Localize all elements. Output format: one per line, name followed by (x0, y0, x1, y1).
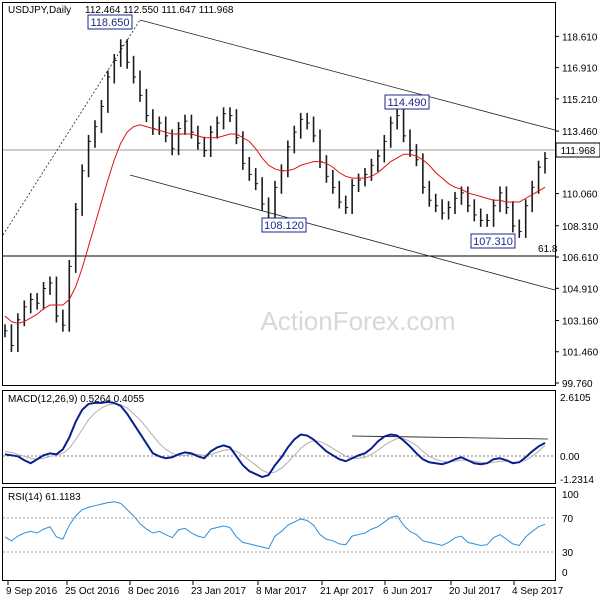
x-axis-tick-label: 23 Jan 2017 (191, 586, 246, 597)
annotation-114-490-label: 114.490 (388, 97, 427, 109)
rsi-panel-frame (2, 487, 556, 581)
macd-line (4, 400, 546, 479)
annotation-108-120-label: 108.120 (264, 220, 304, 232)
price-axis-tick-label: 116.910 (562, 64, 598, 75)
macd-tick-zero: 0.00 (560, 452, 580, 463)
price-axis-tick-label: 108.310 (562, 222, 599, 233)
price-axis-tick-label: 118.610 (562, 32, 598, 43)
price-axis-tick-label: 113.460 (562, 127, 598, 138)
rsi-line (4, 501, 546, 550)
x-axis-tick-label: 4 Sep 2017 (512, 586, 564, 597)
rsi-tick-0: 0 (562, 568, 568, 579)
x-axis-tick-label: 9 Sep 2016 (6, 586, 58, 597)
price-axis-tick-label: 99.760 (562, 379, 593, 390)
x-axis-tick-label: 8 Mar 2017 (256, 586, 307, 597)
price-header-symbol: USDJPY,Daily (8, 5, 71, 16)
annotation-118-650-label: 118.650 (91, 17, 130, 29)
price-axis-tick-label: 110.060 (562, 190, 598, 201)
macd-tick-top: 2.6105 (560, 393, 591, 404)
price-axis-tick-label: 101.460 (562, 348, 599, 359)
price-header-ohlc: 112.464 112.550 111.647 111.968 (85, 5, 234, 16)
price-axis-tick-label: 106.610 (562, 253, 599, 264)
price-panel-frame (2, 2, 556, 386)
rsi-tick-70: 70 (562, 514, 574, 525)
macd-header: MACD(12,26,9) 0.5264 0.4055 (8, 394, 145, 405)
x-axis: 9 Sep 2016 25 Oct 2016 8 Dec 2016 23 Jan 20… (6, 581, 564, 597)
x-axis-tick-label: 8 Dec 2016 (128, 586, 180, 597)
rsi-header: RSI(14) 61.1183 (8, 492, 81, 503)
macd-tick-bottom: -1.2314 (560, 475, 594, 486)
channel-lower-line (129, 174, 556, 291)
price-axis-tick-label: 115.210 (562, 95, 598, 106)
current-price-badge (555, 142, 600, 158)
annotation-108-120: 108.120 (261, 217, 307, 233)
macd-panel-frame (2, 390, 556, 484)
macd-signal-line (4, 403, 546, 474)
x-axis-tick-label: 20 Jul 2017 (449, 586, 501, 597)
price-axis-tick-label: 103.160 (562, 316, 599, 327)
trend-dotted-line (2, 19, 141, 236)
x-axis-tick-label: 25 Oct 2016 (65, 586, 120, 597)
price-axis: 118.610 116.910 115.210 113.460 110.060 108.3… (555, 32, 599, 390)
annotation-118-650: 118.650 (87, 14, 133, 30)
watermark: ActionForex.com (260, 306, 455, 336)
current-price-badge-label: 111.968 (561, 146, 596, 157)
channel-upper-line (139, 19, 556, 131)
x-axis-tick-label: 6 Jun 2017 (383, 586, 433, 597)
annotation-107-310-label: 107.310 (473, 236, 513, 248)
price-series-group (4, 39, 548, 352)
price-axis-tick-label: 104.910 (562, 284, 599, 295)
fib-61-8-label: 61.8 (538, 244, 558, 255)
annotation-107-310: 107.310 (470, 233, 516, 249)
annotation-114-490: 114.490 (384, 94, 430, 110)
rsi-tick-100: 100 (562, 490, 579, 501)
moving-average-line (4, 124, 546, 324)
x-axis-tick-label: 21 Apr 2017 (320, 586, 374, 597)
rsi-tick-30: 30 (562, 548, 574, 559)
